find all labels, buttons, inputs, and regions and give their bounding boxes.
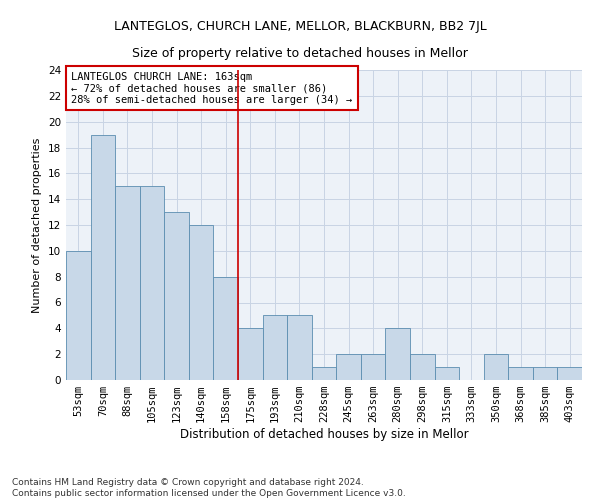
Text: Contains HM Land Registry data © Crown copyright and database right 2024.
Contai: Contains HM Land Registry data © Crown c… <box>12 478 406 498</box>
Bar <box>287 316 312 380</box>
Bar <box>336 354 361 380</box>
Bar <box>508 367 533 380</box>
Text: LANTEGLOS, CHURCH LANE, MELLOR, BLACKBURN, BB2 7JL: LANTEGLOS, CHURCH LANE, MELLOR, BLACKBUR… <box>113 20 487 33</box>
Bar <box>66 251 91 380</box>
Bar <box>484 354 508 380</box>
Bar <box>434 367 459 380</box>
Bar <box>140 186 164 380</box>
Y-axis label: Number of detached properties: Number of detached properties <box>32 138 43 312</box>
Bar <box>312 367 336 380</box>
Text: Size of property relative to detached houses in Mellor: Size of property relative to detached ho… <box>132 48 468 60</box>
Bar <box>189 225 214 380</box>
Bar <box>361 354 385 380</box>
Bar <box>164 212 189 380</box>
Bar <box>263 316 287 380</box>
Bar <box>385 328 410 380</box>
Bar <box>533 367 557 380</box>
Bar <box>115 186 140 380</box>
Bar <box>410 354 434 380</box>
Bar <box>214 276 238 380</box>
Text: LANTEGLOS CHURCH LANE: 163sqm
← 72% of detached houses are smaller (86)
28% of s: LANTEGLOS CHURCH LANE: 163sqm ← 72% of d… <box>71 72 352 105</box>
Bar <box>91 134 115 380</box>
Bar <box>238 328 263 380</box>
X-axis label: Distribution of detached houses by size in Mellor: Distribution of detached houses by size … <box>179 428 469 441</box>
Bar <box>557 367 582 380</box>
